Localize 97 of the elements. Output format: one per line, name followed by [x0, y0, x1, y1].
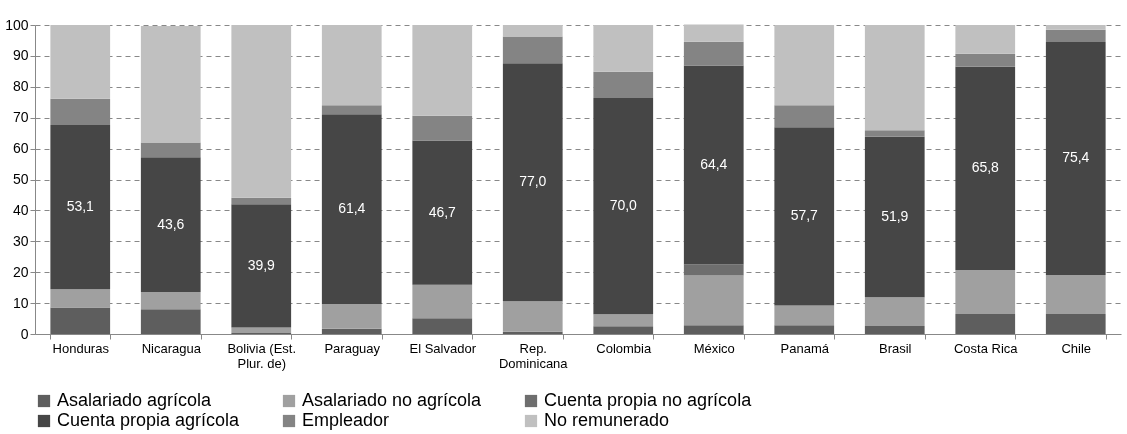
- bar: [140, 291, 201, 310]
- bar: [231, 197, 292, 205]
- bar: [774, 325, 835, 334]
- bar: [593, 97, 654, 315]
- x-tick-label: Rep. Dominicana: [498, 340, 569, 371]
- legend-label: Cuenta propia no agrícola: [544, 390, 753, 410]
- bar: [593, 326, 654, 334]
- bar: [774, 127, 835, 306]
- bar: [683, 264, 744, 276]
- x-tick-label: Paraguay: [324, 340, 381, 356]
- bar: [774, 305, 835, 326]
- data-label: 70,0: [609, 197, 638, 214]
- bar: [1045, 25, 1106, 30]
- bar: [683, 325, 744, 334]
- bar: [1045, 29, 1106, 42]
- data-label: 43,6: [157, 215, 185, 232]
- data-label: 39,9: [247, 256, 276, 273]
- legend-label: No remunerado: [544, 410, 670, 430]
- bar: [864, 136, 925, 298]
- y-tick-label: 90: [12, 47, 29, 64]
- y-tick-label: 100: [5, 16, 29, 33]
- bar: [412, 318, 473, 334]
- data-label: 61,4: [338, 200, 366, 217]
- bar: [412, 140, 473, 285]
- bar: [231, 25, 292, 198]
- y-tick-label: 20: [12, 263, 29, 280]
- bar: [50, 25, 111, 99]
- y-tick-label: 70: [12, 109, 29, 126]
- bar: [231, 327, 292, 334]
- y-tick-label: 50: [12, 171, 29, 187]
- bar: [864, 130, 925, 137]
- bar: [231, 204, 292, 328]
- bar: [1045, 274, 1106, 314]
- bar: [50, 289, 111, 308]
- bar: [502, 331, 563, 334]
- data-label: 51,9: [881, 208, 909, 225]
- bar: [502, 36, 563, 64]
- bar: [683, 275, 744, 326]
- y-tick-label: 80: [12, 78, 29, 95]
- x-tick-label: Chile: [1061, 340, 1092, 356]
- x-tick-label: México: [693, 340, 735, 356]
- bar: [864, 297, 925, 326]
- bar: [955, 66, 1016, 271]
- bar: [502, 63, 563, 302]
- bar: [1045, 313, 1106, 334]
- y-tick-label: 0: [20, 325, 29, 342]
- bar: [321, 105, 382, 115]
- bar: [50, 307, 111, 334]
- bar: [593, 25, 654, 72]
- bar: [321, 25, 382, 106]
- bar: [412, 284, 473, 319]
- bar: [955, 270, 1016, 314]
- x-tick-label: Bolivia (Est. Plur. de): [227, 340, 297, 371]
- bar: [593, 71, 654, 98]
- bar: [502, 25, 563, 37]
- y-tick-label: 60: [12, 140, 29, 157]
- bar: [140, 157, 201, 292]
- bar: [864, 325, 925, 334]
- data-label: 77,0: [519, 173, 547, 190]
- bar: [683, 24, 744, 42]
- y-tick-label: 10: [12, 294, 29, 311]
- bar: [321, 114, 382, 305]
- bar: [502, 301, 563, 332]
- legend-label: Asalariado agrícola: [57, 390, 213, 410]
- bar: [683, 65, 744, 265]
- data-label: 46,7: [428, 203, 457, 220]
- x-tick-label: Nicaragua: [141, 340, 202, 356]
- legend-label: Cuenta propia agrícola: [57, 410, 241, 430]
- bar: [955, 25, 1016, 54]
- bar: [864, 25, 925, 131]
- bar: [412, 25, 473, 116]
- bar: [321, 304, 382, 329]
- x-tick-label: Honduras: [52, 340, 110, 356]
- bar: [683, 41, 744, 66]
- data-label: 65,8: [971, 159, 1000, 176]
- bar: [955, 313, 1016, 334]
- bar: [774, 105, 835, 128]
- legend-label: Empleador: [302, 410, 390, 430]
- x-tick-label: El Salvador: [409, 340, 477, 356]
- bar: [1045, 42, 1106, 275]
- bar: [321, 328, 382, 334]
- x-tick-label: Colombia: [596, 340, 652, 356]
- x-tick-label: Costa Rica: [953, 340, 1019, 356]
- bar: [774, 25, 835, 106]
- bar: [140, 25, 201, 143]
- legend-label: Asalariado no agrícola: [302, 390, 483, 410]
- bar: [50, 125, 111, 290]
- data-label: 57,7: [790, 207, 819, 224]
- data-label: 53,1: [66, 198, 95, 215]
- x-tick-label: Panamá: [780, 340, 830, 356]
- x-tick-label: Brasil: [878, 340, 912, 356]
- data-label: 75,4: [1062, 149, 1090, 166]
- y-tick-label: 30: [12, 232, 29, 249]
- bar: [593, 314, 654, 327]
- data-label: 64,4: [700, 155, 728, 172]
- bar: [140, 309, 201, 334]
- y-tick-label: 40: [12, 201, 29, 218]
